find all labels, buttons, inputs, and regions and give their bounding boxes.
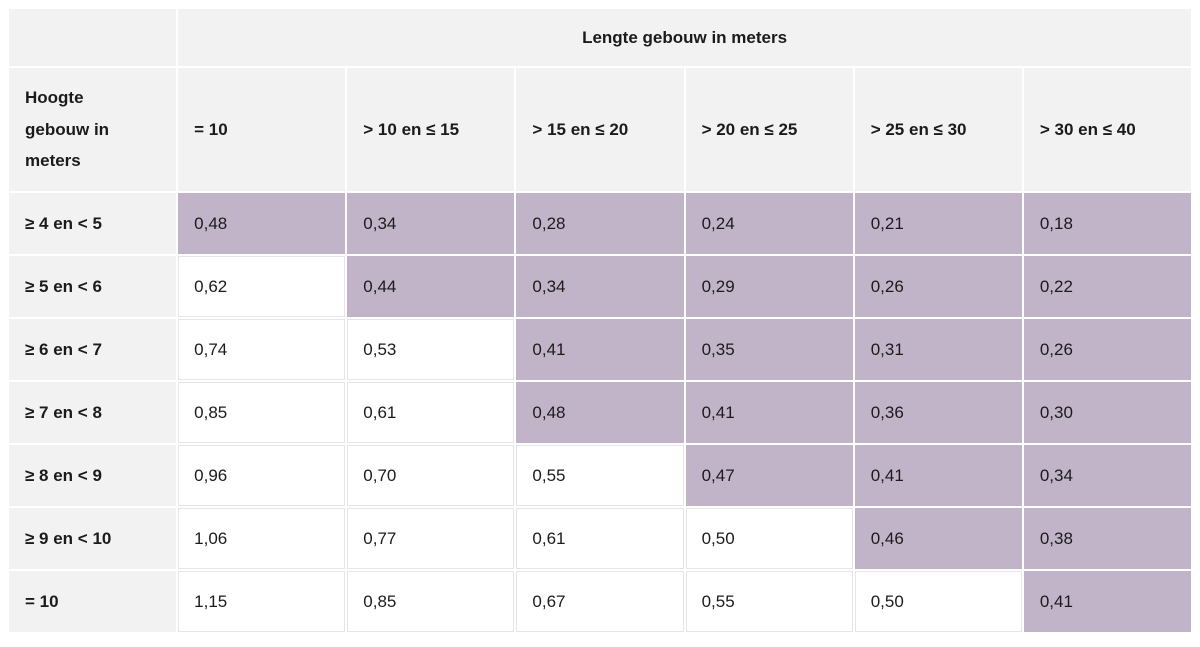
value-cell: 0,62 bbox=[178, 256, 346, 317]
row-header-cell: ≥ 4 en < 5 bbox=[9, 193, 177, 254]
value-cell: 0,35 bbox=[685, 319, 853, 380]
value-cell: 0,30 bbox=[1023, 382, 1191, 443]
row-header-cell: ≥ 9 en < 10 bbox=[9, 508, 177, 569]
table-row: ≥ 4 en < 5 0,48 0,34 0,28 0,24 0,21 0,18 bbox=[9, 193, 1191, 254]
value-cell: 0,21 bbox=[854, 193, 1022, 254]
column-header-cell: > 25 en ≤ 30 bbox=[854, 68, 1022, 191]
value-cell: 0,85 bbox=[347, 571, 515, 632]
value-cell: 0,29 bbox=[685, 256, 853, 317]
value-cell: 0,70 bbox=[347, 445, 515, 506]
value-cell: 0,31 bbox=[854, 319, 1022, 380]
value-cell: 0,55 bbox=[516, 445, 684, 506]
column-group-header-row: Lengte gebouw in meters bbox=[9, 9, 1191, 66]
row-header-cell: ≥ 6 en < 7 bbox=[9, 319, 177, 380]
column-header-cell: > 15 en ≤ 20 bbox=[516, 68, 684, 191]
value-cell: 1,06 bbox=[178, 508, 346, 569]
building-length-height-table: Lengte gebouw in meters Hoogte gebouw in… bbox=[7, 7, 1193, 634]
value-cell: 0,34 bbox=[1023, 445, 1191, 506]
value-cell: 0,74 bbox=[178, 319, 346, 380]
value-cell: 1,15 bbox=[178, 571, 346, 632]
value-cell: 0,46 bbox=[854, 508, 1022, 569]
value-cell: 0,96 bbox=[178, 445, 346, 506]
column-group-header: Lengte gebouw in meters bbox=[178, 9, 1191, 66]
row-header-cell: ≥ 7 en < 8 bbox=[9, 382, 177, 443]
value-cell: 0,50 bbox=[854, 571, 1022, 632]
value-cell: 0,38 bbox=[1023, 508, 1191, 569]
table-row: = 10 1,15 0,85 0,67 0,55 0,50 0,41 bbox=[9, 571, 1191, 632]
table-row: ≥ 5 en < 6 0,62 0,44 0,34 0,29 0,26 0,22 bbox=[9, 256, 1191, 317]
value-cell: 0,41 bbox=[685, 382, 853, 443]
value-cell: 0,77 bbox=[347, 508, 515, 569]
value-cell: 0,61 bbox=[347, 382, 515, 443]
table-row: ≥ 7 en < 8 0,85 0,61 0,48 0,41 0,36 0,30 bbox=[9, 382, 1191, 443]
value-cell: 0,61 bbox=[516, 508, 684, 569]
value-cell: 0,28 bbox=[516, 193, 684, 254]
row-header-cell: = 10 bbox=[9, 571, 177, 632]
value-cell: 0,50 bbox=[685, 508, 853, 569]
value-cell: 0,34 bbox=[347, 193, 515, 254]
column-header-cell: > 10 en ≤ 15 bbox=[347, 68, 515, 191]
value-cell: 0,41 bbox=[516, 319, 684, 380]
column-header-cell: > 30 en ≤ 40 bbox=[1023, 68, 1191, 191]
value-cell: 0,47 bbox=[685, 445, 853, 506]
row-header-cell: ≥ 8 en < 9 bbox=[9, 445, 177, 506]
column-header-row: Hoogte gebouw in meters = 10 > 10 en ≤ 15… bbox=[9, 68, 1191, 191]
value-cell: 0,36 bbox=[854, 382, 1022, 443]
value-cell: 0,34 bbox=[516, 256, 684, 317]
table-row: ≥ 8 en < 9 0,96 0,70 0,55 0,47 0,41 0,34 bbox=[9, 445, 1191, 506]
value-cell: 0,22 bbox=[1023, 256, 1191, 317]
value-cell: 0,18 bbox=[1023, 193, 1191, 254]
value-cell: 0,85 bbox=[178, 382, 346, 443]
value-cell: 0,26 bbox=[1023, 319, 1191, 380]
value-cell: 0,48 bbox=[516, 382, 684, 443]
value-cell: 0,55 bbox=[685, 571, 853, 632]
value-cell: 0,24 bbox=[685, 193, 853, 254]
column-header-cell: = 10 bbox=[178, 68, 346, 191]
table-row: ≥ 6 en < 7 0,74 0,53 0,41 0,35 0,31 0,26 bbox=[9, 319, 1191, 380]
value-cell: 0,48 bbox=[178, 193, 346, 254]
row-group-header: Hoogte gebouw in meters bbox=[9, 68, 177, 191]
value-cell: 0,67 bbox=[516, 571, 684, 632]
corner-cell bbox=[9, 9, 177, 66]
value-cell: 0,26 bbox=[854, 256, 1022, 317]
table-body: ≥ 4 en < 5 0,48 0,34 0,28 0,24 0,21 0,18 ≥ 5 en… bbox=[9, 193, 1191, 632]
value-cell: 0,41 bbox=[1023, 571, 1191, 632]
table-row: ≥ 9 en < 10 1,06 0,77 0,61 0,50 0,46 0,38 bbox=[9, 508, 1191, 569]
value-cell: 0,44 bbox=[347, 256, 515, 317]
value-cell: 0,41 bbox=[854, 445, 1022, 506]
column-header-cell: > 20 en ≤ 25 bbox=[685, 68, 853, 191]
value-cell: 0,53 bbox=[347, 319, 515, 380]
row-header-cell: ≥ 5 en < 6 bbox=[9, 256, 177, 317]
